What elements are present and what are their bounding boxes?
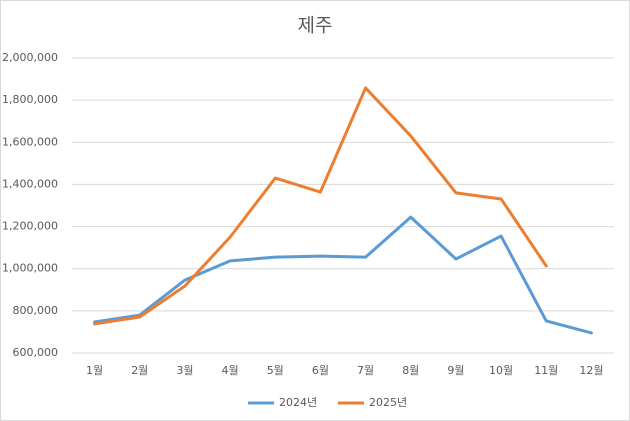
x-tick-label: 2월 bbox=[131, 364, 148, 377]
series-line bbox=[93, 86, 548, 326]
x-tick-label: 4월 bbox=[222, 364, 239, 377]
y-tick-label: 1,200,000 bbox=[2, 220, 58, 233]
y-tick-label: 1,600,000 bbox=[2, 135, 58, 148]
x-tick-label: 1월 bbox=[86, 364, 103, 377]
y-tick-label: 2,000,000 bbox=[2, 51, 58, 64]
x-tick-label: 7월 bbox=[357, 364, 374, 377]
x-tick-label: 5월 bbox=[267, 364, 284, 377]
legend-label: 2025년 bbox=[369, 396, 407, 409]
y-tick-label: 1,400,000 bbox=[2, 177, 58, 190]
y-tick-label: 800,000 bbox=[13, 304, 59, 317]
x-tick-label: 8월 bbox=[402, 364, 419, 377]
series-line bbox=[93, 215, 593, 335]
y-tick-label: 600,000 bbox=[13, 346, 59, 359]
chart-title: 제주 bbox=[298, 15, 333, 37]
x-tick-label: 10월 bbox=[489, 364, 513, 377]
x-tick-label: 9월 bbox=[447, 364, 464, 377]
x-tick-label: 12월 bbox=[579, 364, 603, 377]
legend-label: 2024년 bbox=[279, 396, 317, 409]
y-tick-label: 1,000,000 bbox=[2, 262, 58, 275]
x-tick-label: 3월 bbox=[176, 364, 193, 377]
x-tick-label: 6월 bbox=[312, 364, 329, 377]
x-tick-label: 11월 bbox=[534, 364, 558, 377]
y-tick-label: 1,800,000 bbox=[2, 93, 58, 106]
